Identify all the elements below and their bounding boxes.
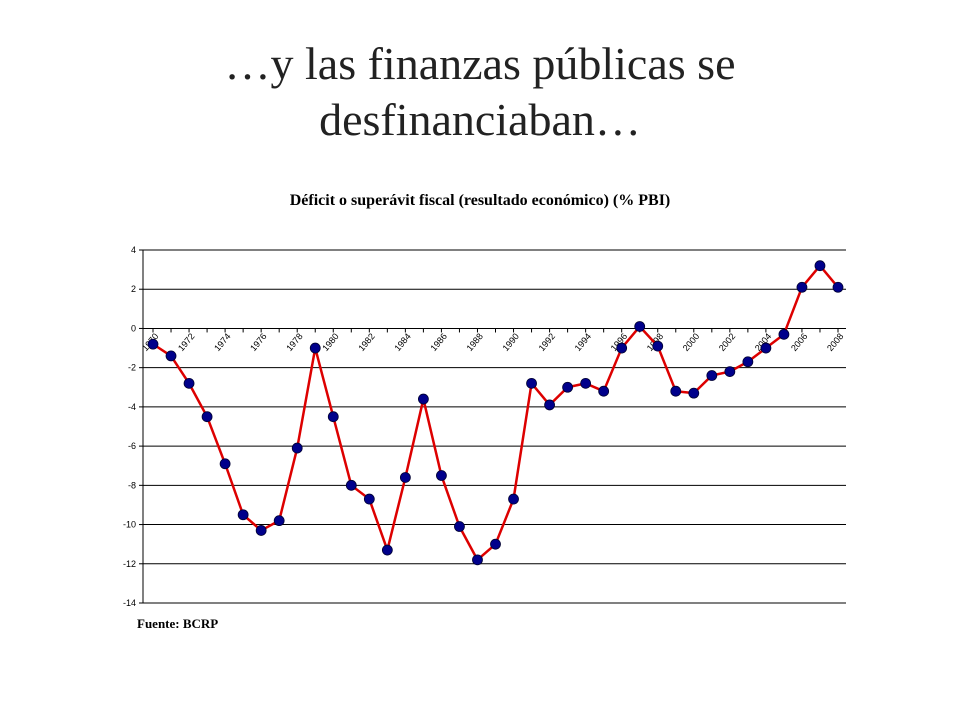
data-point xyxy=(147,338,159,350)
x-tick-label: 2006 xyxy=(789,331,810,353)
data-point xyxy=(472,554,483,566)
y-tick-label: -12 xyxy=(123,559,136,569)
x-tick-label: 1986 xyxy=(428,331,449,353)
data-point xyxy=(796,281,808,293)
x-tick-label: 2000 xyxy=(681,331,702,353)
x-tick-label: 1980 xyxy=(320,331,341,353)
x-tick-label: 1976 xyxy=(248,331,269,353)
data-point xyxy=(490,538,501,550)
data-point xyxy=(345,479,357,491)
data-point xyxy=(616,342,628,354)
marker-layer xyxy=(147,260,844,566)
x-tick-label: 1974 xyxy=(212,331,233,353)
data-point xyxy=(381,544,393,556)
y-tick-label: -10 xyxy=(123,520,136,530)
slide-title: …y las finanzas públicas se desfinanciab… xyxy=(0,36,960,148)
y-tick-label: -6 xyxy=(128,441,136,451)
y-tick-label: -2 xyxy=(128,363,136,373)
data-point xyxy=(399,472,411,483)
source-note: Fuente: BCRP xyxy=(137,616,219,631)
data-point xyxy=(688,387,700,399)
x-tick-label: 1992 xyxy=(537,331,558,353)
x-tick-label: 1982 xyxy=(356,331,377,353)
data-point xyxy=(309,342,321,354)
data-point xyxy=(237,509,249,521)
series-line xyxy=(152,264,839,562)
data-point xyxy=(598,385,610,397)
slide-title-line-1: …y las finanzas públicas se xyxy=(224,38,736,89)
x-tick-label: 2008 xyxy=(825,331,846,353)
x-tick-label: 1984 xyxy=(392,331,413,353)
data-point xyxy=(724,366,736,377)
data-point xyxy=(417,393,429,405)
data-point xyxy=(742,356,754,368)
x-tick-label: 1994 xyxy=(573,331,594,353)
x-tick-label: 2002 xyxy=(717,331,738,353)
data-point xyxy=(291,442,303,454)
data-point xyxy=(580,377,592,389)
data-point xyxy=(183,377,195,389)
data-point xyxy=(778,328,790,340)
data-point xyxy=(165,350,177,362)
data-point xyxy=(670,385,682,397)
y-tick-label: -8 xyxy=(128,480,136,490)
data-point xyxy=(634,321,646,332)
slide-title-line-2: desfinanciaban… xyxy=(319,94,641,145)
data-point xyxy=(562,381,574,393)
data-point xyxy=(273,515,285,527)
data-point xyxy=(255,525,267,536)
data-point xyxy=(327,411,339,423)
data-point xyxy=(508,493,519,505)
y-tick-label: 0 xyxy=(131,323,136,333)
data-point xyxy=(544,399,555,411)
y-tick-label: 4 xyxy=(131,245,136,255)
x-tick-label: 1972 xyxy=(176,331,197,353)
y-tick-label: 2 xyxy=(131,284,136,294)
grid-layer xyxy=(143,249,846,604)
line-layer xyxy=(152,264,839,562)
data-point xyxy=(652,340,664,352)
x-tick-label: 1990 xyxy=(501,331,522,353)
data-point xyxy=(219,458,231,470)
data-point xyxy=(454,521,465,532)
data-point xyxy=(363,493,375,505)
chart-title: Déficit o superávit fiscal (resultado ec… xyxy=(289,192,671,209)
data-point xyxy=(526,377,537,389)
x-tick-label: 1988 xyxy=(464,331,485,353)
data-point xyxy=(436,470,447,481)
data-point xyxy=(201,411,213,423)
data-point xyxy=(832,281,844,293)
y-tick-label: -14 xyxy=(123,598,136,608)
y-tick-label: -4 xyxy=(128,402,136,412)
x-tick-label: 1978 xyxy=(284,331,305,353)
data-point xyxy=(760,342,772,354)
data-point xyxy=(706,370,718,381)
data-point xyxy=(814,260,826,272)
